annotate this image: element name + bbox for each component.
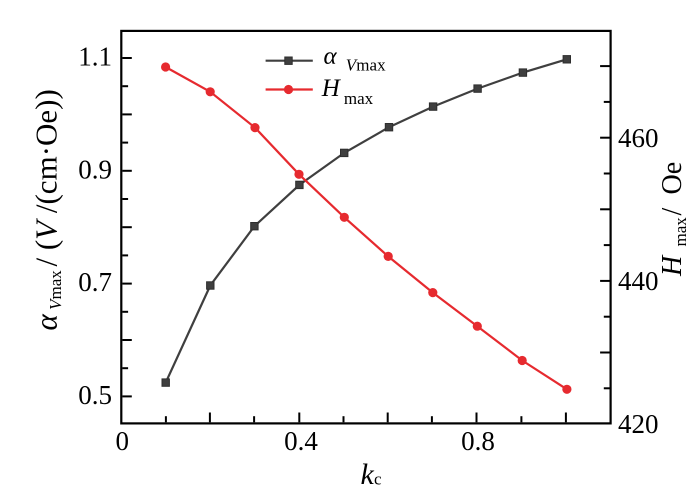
svg-text:max: max: [671, 217, 690, 247]
svg-text:/ (V /(cm·Oe)): / (V /(cm·Oe)): [29, 89, 64, 266]
svg-text:440: 440: [618, 266, 659, 296]
svg-text:/: /: [657, 208, 688, 216]
svg-text:0.7: 0.7: [78, 267, 112, 297]
svg-text:V: V: [46, 297, 65, 310]
svg-text:k: k: [361, 458, 375, 491]
svg-text:0.5: 0.5: [78, 380, 112, 410]
svg-text:420: 420: [618, 409, 659, 439]
svg-text:Oe: Oe: [657, 162, 688, 195]
svg-text:H: H: [321, 75, 342, 102]
svg-text:0.4: 0.4: [284, 426, 318, 456]
svg-text:H: H: [657, 254, 688, 277]
svg-text:max: max: [344, 89, 374, 108]
svg-text:0: 0: [116, 426, 130, 456]
svg-text:0.8: 0.8: [461, 426, 495, 456]
svg-text:V: V: [346, 56, 359, 75]
svg-text:0.9: 0.9: [78, 154, 112, 184]
svg-text:α: α: [324, 43, 338, 70]
svg-text:c: c: [374, 470, 382, 489]
svg-text:460: 460: [618, 123, 659, 153]
svg-text:α: α: [29, 314, 64, 331]
svg-text:max: max: [46, 270, 65, 300]
svg-text:max: max: [356, 56, 386, 75]
svg-text:1.1: 1.1: [78, 42, 112, 72]
